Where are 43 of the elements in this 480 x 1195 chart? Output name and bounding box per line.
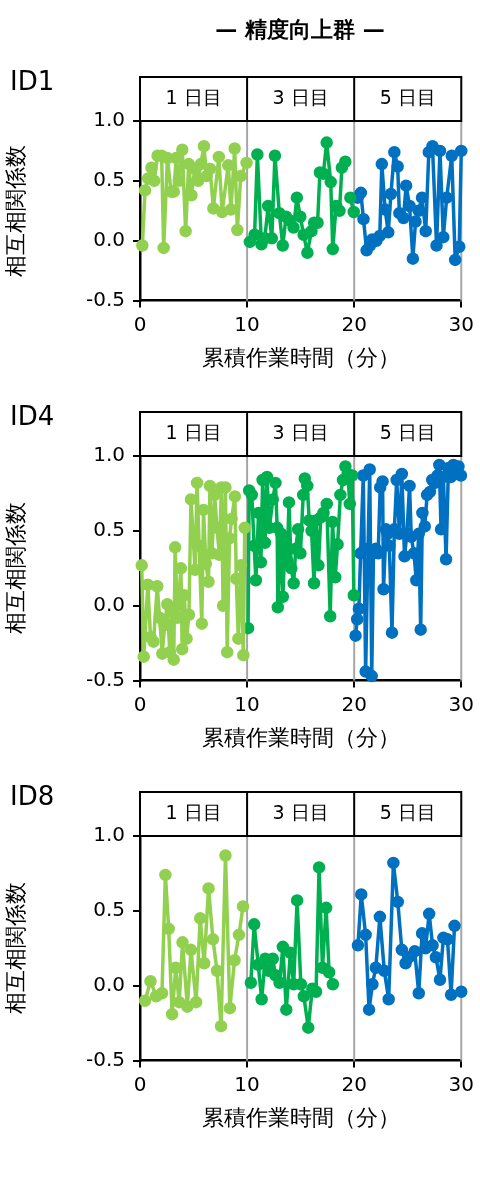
x-axis-title: 累積作業時間（分）: [201, 344, 400, 370]
x-tick-label: 20: [341, 691, 367, 716]
y-axis-title: 相互相関係数: [2, 882, 28, 1015]
x-tick-label: 0: [133, 311, 147, 336]
x-tick-label: 10: [234, 691, 260, 716]
x-tick-label: 30: [448, 311, 474, 336]
x-tick-label: 10: [234, 1071, 260, 1096]
text: 3 日目: [272, 85, 329, 108]
text: 3 日目: [272, 420, 329, 443]
y-tick-label: 0.0: [93, 591, 125, 616]
x-axis-title: 累積作業時間（分）: [201, 1104, 400, 1130]
y-tick-label: -0.5: [85, 286, 125, 311]
x-tick-label: 30: [448, 691, 474, 716]
y-tick-label: -0.5: [85, 666, 125, 691]
y-tick-label: 0.0: [93, 971, 125, 996]
x-tick-label: 0: [133, 691, 147, 716]
y-tick-label: -0.5: [85, 1046, 125, 1071]
text: 5 日目: [379, 800, 436, 823]
y-tick-label: 0.5: [93, 167, 125, 192]
x-tick-label: 10: [234, 311, 260, 336]
text: 5 日目: [379, 420, 436, 443]
text: 1 日目: [165, 800, 222, 823]
chart-title: ID1: [10, 65, 55, 96]
y-axis-title: 相互相関係数: [2, 502, 28, 635]
text: — 精度向上群 —: [214, 16, 386, 44]
x-tick-label: 20: [341, 311, 367, 336]
y-tick-label: 0.0: [93, 226, 125, 251]
y-axis-title: 相互相関係数: [2, 144, 28, 277]
y-tick-label: 1.0: [93, 822, 125, 847]
text: 1 日目: [165, 85, 222, 108]
x-tick-label: 30: [448, 1071, 474, 1096]
y-tick-label: 0.5: [93, 897, 125, 922]
x-tick-label: 0: [133, 1071, 147, 1096]
text: 3 日目: [272, 800, 329, 823]
chart-title: ID8: [10, 780, 55, 811]
text: 1 日目: [165, 420, 222, 443]
y-tick-label: 1.0: [93, 107, 125, 132]
y-tick-label: 0.5: [93, 517, 125, 542]
x-axis-title: 累積作業時間（分）: [201, 724, 400, 750]
x-tick-label: 20: [341, 1071, 367, 1096]
text: 5 日目: [379, 85, 436, 108]
y-tick-label: 1.0: [93, 442, 125, 467]
chart-title: ID4: [10, 400, 55, 431]
